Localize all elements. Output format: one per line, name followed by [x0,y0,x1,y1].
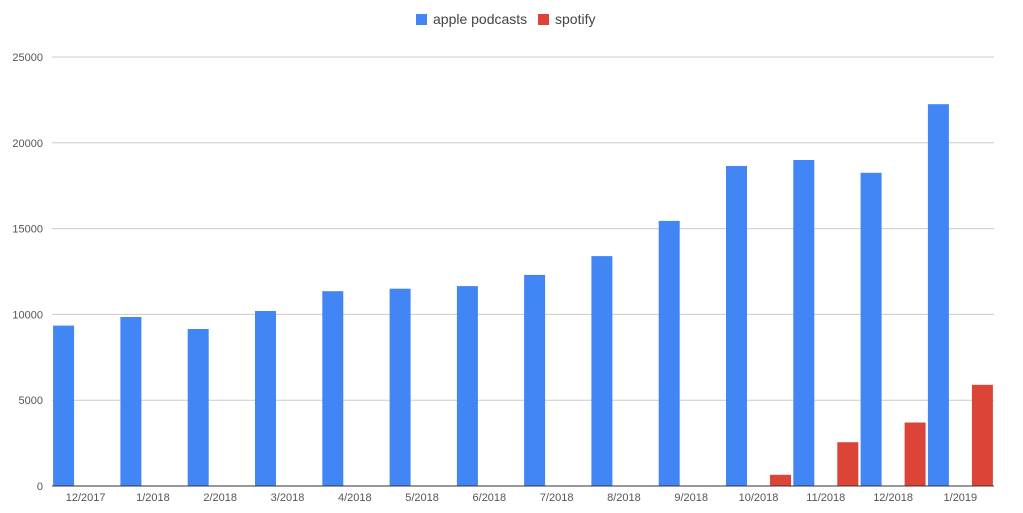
bar-apple-podcasts [322,291,344,486]
bar-apple-podcasts [591,256,613,486]
y-tick-label: 10000 [12,309,43,321]
x-tick-label: 2/2018 [203,492,237,504]
x-tick-label: 1/2019 [944,492,978,504]
bar-apple-podcasts [793,160,815,486]
x-tick-label: 8/2018 [607,492,641,504]
bar-spotify [971,384,993,486]
bar-apple-podcasts [255,311,276,486]
x-tick-label: 12/2017 [66,492,106,504]
bar-apple-podcasts [860,172,882,487]
x-tick-label: 6/2018 [473,492,507,504]
x-tick-label: 3/2018 [271,492,305,504]
x-tick-label: 11/2018 [806,492,845,504]
bar-apple-podcasts [389,288,411,486]
legend-label: spotify [555,11,595,27]
y-tick-label: 5000 [19,395,43,407]
bar-apple-podcasts [927,104,949,486]
legend-label: apple podcasts [433,11,527,27]
x-axis: 12/2017 1/2018 2/2018 3/2018 4/2018 5/2018 6/2… [52,485,994,504]
x-tick-label: 4/2018 [338,492,372,504]
y-tick-label: 25000 [12,52,43,64]
x-tick-label: 12/2018 [873,492,913,504]
bar-apple-podcasts [120,317,142,486]
bar-spotify [904,422,926,486]
gridlines [52,56,994,401]
bar-apple-podcasts [524,274,546,486]
x-tick-label: 1/2018 [136,492,170,504]
y-axis: 0 5000 10000 15000 20000 25000 [12,52,43,493]
x-tick-label: 9/2018 [674,492,708,504]
legend: apple podcasts spotify [416,11,595,27]
x-tick-label: 7/2018 [540,492,574,504]
bar-apple-podcasts [53,325,75,486]
y-tick-label: 15000 [12,224,43,236]
bar-apple-podcasts [726,166,747,486]
y-tick-label: 0 [37,481,43,493]
x-tick-label: 10/2018 [739,492,779,504]
bar-spotify [837,442,859,486]
bar-apple-podcasts [456,286,478,486]
bar-apple-podcasts [658,220,680,486]
legend-swatch [416,14,427,25]
bar-spotify [770,474,791,486]
bar-apple-podcasts [187,329,209,486]
bars [53,104,993,487]
x-tick-label: 5/2018 [405,492,439,504]
y-tick-label: 20000 [12,138,43,150]
legend-swatch [538,14,549,25]
